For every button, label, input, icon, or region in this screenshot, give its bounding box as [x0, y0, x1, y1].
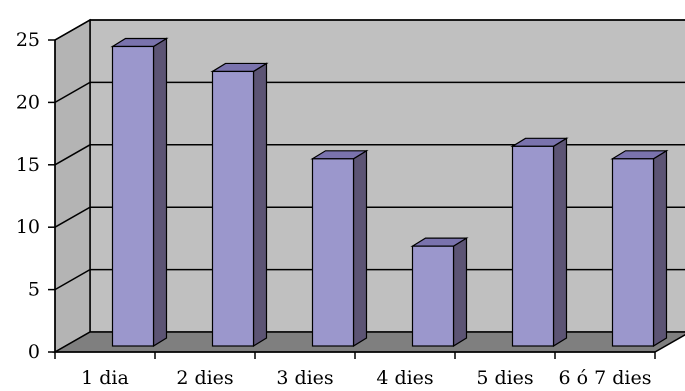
y-tick-label: 20 — [16, 91, 40, 113]
bar-side — [252, 62, 268, 348]
back-wall — [89, 19, 685, 333]
gridline — [54, 81, 685, 104]
gridline — [54, 206, 685, 228]
bar-side — [452, 237, 468, 348]
bar-front — [511, 145, 555, 347]
bar-front — [411, 245, 455, 347]
x-tick-label: 1 dia — [81, 367, 129, 389]
bar — [310, 149, 369, 348]
bar — [510, 137, 569, 348]
bar — [110, 37, 169, 348]
side-wall — [54, 18, 91, 354]
x-tick-label: 6 ó 7 dies — [559, 367, 652, 389]
bar-front — [211, 70, 255, 347]
bar-side — [652, 149, 668, 348]
gridlines — [54, 19, 685, 291]
x-tick-label: 5 dies — [476, 367, 533, 389]
x-tick-label: 3 dies — [276, 367, 333, 389]
x-tick-labels: 1 dia 2 dies 3 dies 4 dies 5 dies 6 ó 7 dies — [81, 367, 651, 389]
y-tick-label: 0 — [28, 341, 40, 363]
bar-front — [611, 158, 655, 347]
gridline — [54, 19, 685, 41]
bar-side — [352, 149, 368, 348]
bar-side — [152, 37, 168, 348]
bar — [410, 237, 469, 348]
y-tick-label: 15 — [16, 154, 40, 176]
gridline — [54, 268, 685, 291]
y-tick-label: 10 — [16, 216, 40, 238]
bar-front — [311, 158, 355, 347]
bar — [610, 149, 669, 348]
y-tick-label: 5 — [28, 279, 40, 301]
gridline — [54, 144, 685, 166]
y-tick-label: 25 — [16, 29, 40, 51]
y-tick-labels: 0 5 10 15 20 25 — [16, 29, 40, 363]
bar-front — [111, 45, 155, 347]
bar-side — [552, 137, 568, 348]
bars — [110, 37, 669, 348]
x-tick-label: 4 dies — [376, 367, 433, 389]
bar — [210, 62, 269, 348]
x-tick-label: 2 dies — [176, 367, 233, 389]
axes — [48, 39, 656, 359]
